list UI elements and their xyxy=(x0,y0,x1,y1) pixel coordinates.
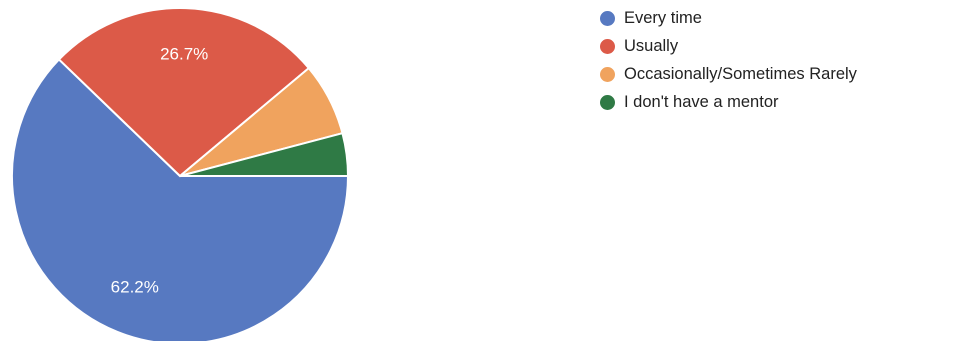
pie-plot-area: 62.2% 26.7% xyxy=(11,7,350,341)
legend: Every time Usually Occasionally/Sometime… xyxy=(600,4,857,116)
legend-swatch-every-time xyxy=(600,10,615,26)
legend-swatch-occasionally xyxy=(600,66,615,82)
legend-label-every-time: Every time xyxy=(624,8,702,27)
slice-label-every-time: 62.2% xyxy=(111,278,159,297)
legend-item-no-mentor[interactable]: I don't have a mentor xyxy=(600,88,857,116)
legend-item-every-time[interactable]: Every time xyxy=(600,4,857,32)
legend-label-usually: Usually xyxy=(624,36,679,55)
legend-item-usually[interactable]: Usually xyxy=(600,32,857,60)
legend-swatch-no-mentor xyxy=(600,94,615,110)
pie-slice-usually[interactable] xyxy=(57,7,311,178)
pie-slice-every-time[interactable] xyxy=(11,58,350,341)
legend-label-occasionally: Occasionally/Sometimes Rarely xyxy=(624,64,857,83)
legend-item-occasionally[interactable]: Occasionally/Sometimes Rarely xyxy=(600,60,857,88)
pie-slice-i-don-t-have-a-mentor[interactable] xyxy=(179,131,350,177)
legend-label-no-mentor: I don't have a mentor xyxy=(624,92,779,111)
slice-label-usually: 26.7% xyxy=(160,45,208,64)
legend-swatch-usually xyxy=(600,38,615,54)
